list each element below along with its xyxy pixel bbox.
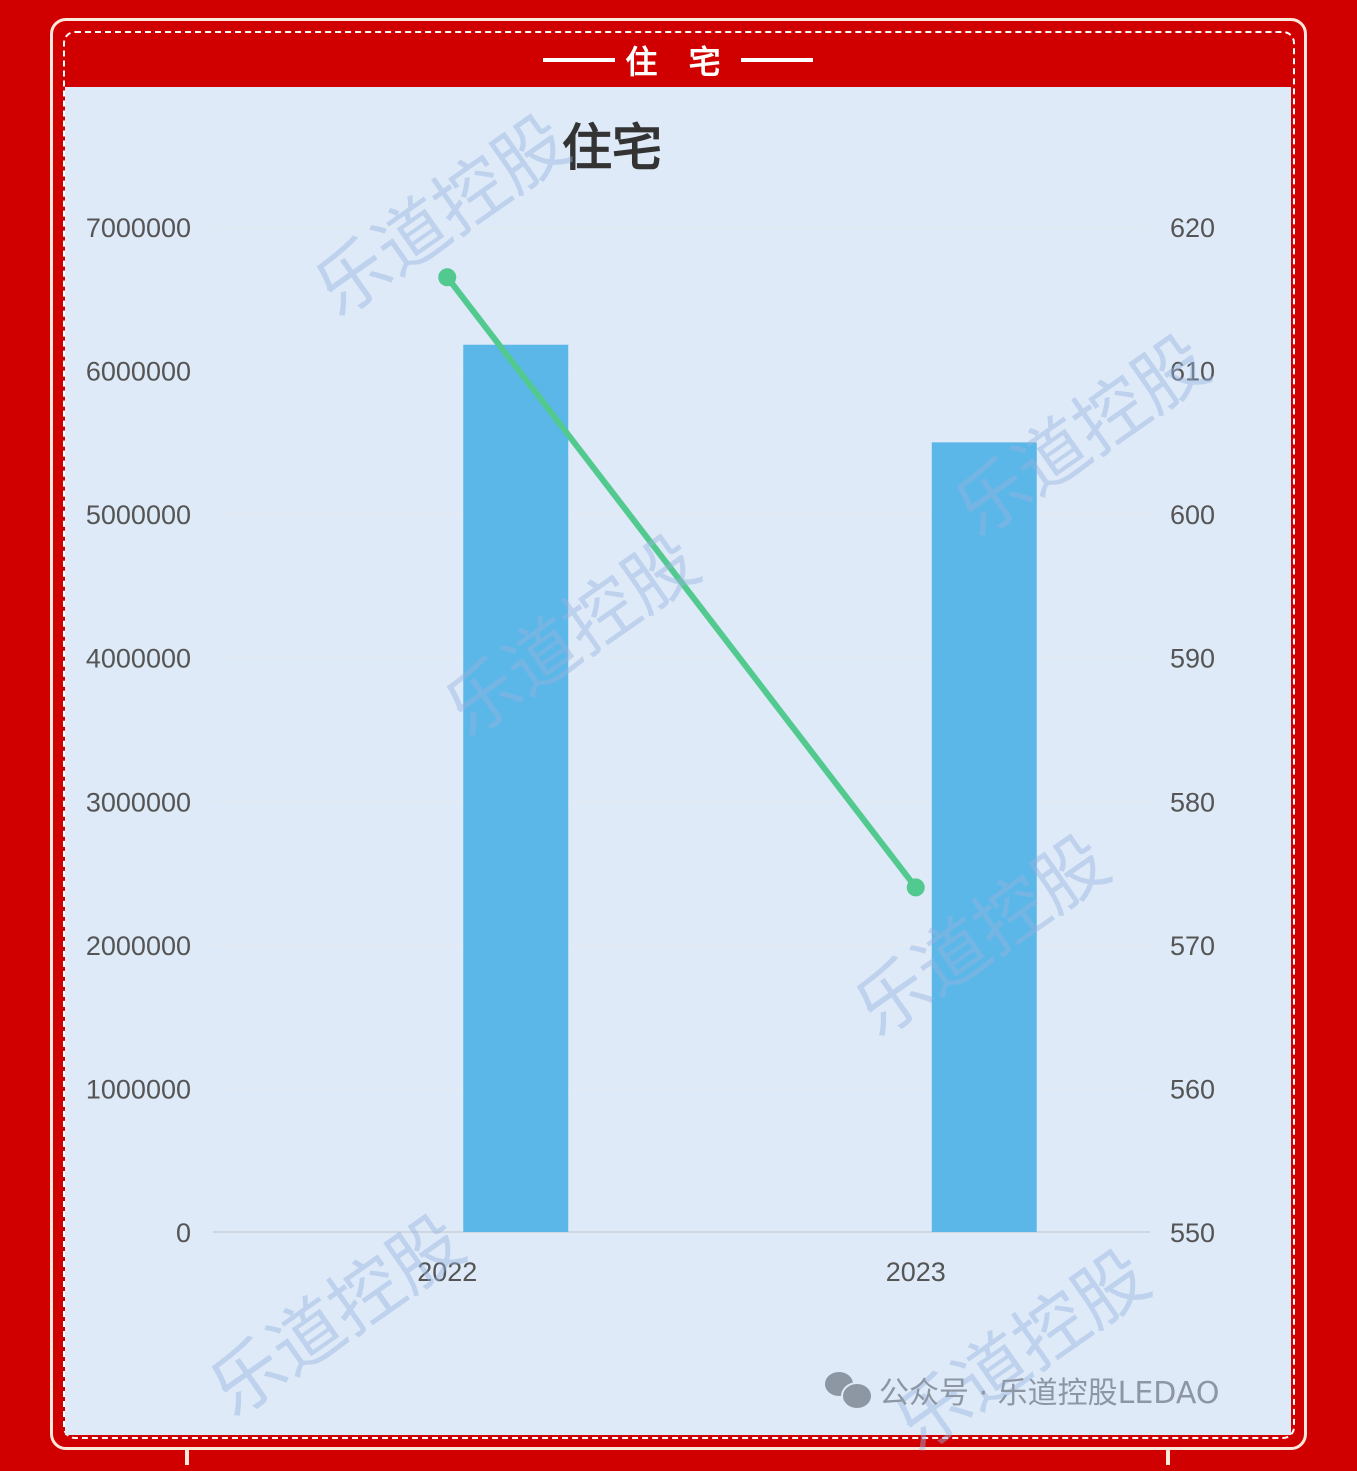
y-left-tick-label: 0: [176, 1218, 191, 1248]
y-right-tick-label: 560: [1170, 1074, 1215, 1104]
footer-credit: 公众号 · 乐道控股LEDAO: [825, 1368, 1219, 1412]
wechat-icon: [825, 1372, 873, 1410]
x-tick-label: 2023: [886, 1257, 946, 1287]
y-right-tick-label: 620: [1170, 213, 1215, 243]
x-tick-label: 2022: [417, 1257, 477, 1287]
chart-title: 住宅: [562, 119, 662, 177]
y-left-tick-label: 5000000: [86, 500, 191, 530]
connector-line: [1166, 1448, 1170, 1465]
y-right-tick-label: 610: [1170, 357, 1215, 387]
outer-frame: [50, 18, 1307, 1450]
line-point-2023: [906, 878, 925, 897]
header-title: 住 宅: [625, 43, 731, 81]
header-dash-right: [740, 58, 813, 62]
y-right-tick-label: 600: [1170, 500, 1215, 530]
y-right-tick-label: 590: [1170, 644, 1215, 674]
y-left-tick-label: 4000000: [86, 644, 191, 674]
y-left-tick-label: 7000000: [86, 213, 191, 243]
y-right-tick-label: 580: [1170, 787, 1215, 817]
section-header: 住 宅: [65, 33, 1291, 87]
dashed-border: [63, 31, 1295, 1439]
y-left-tick-label: 6000000: [86, 357, 191, 387]
line-series: [444, 275, 919, 890]
chart-panel: [65, 87, 1291, 1435]
y-left-tick-label: 2000000: [86, 931, 191, 961]
y-right-tick-label: 570: [1170, 931, 1215, 961]
y-right-tick-label: 550: [1170, 1218, 1215, 1248]
bar-2023: [931, 442, 1037, 1232]
line-point-2022: [438, 268, 457, 287]
y-left-tick-label: 3000000: [86, 787, 191, 817]
y-left-tick-label: 1000000: [86, 1074, 191, 1104]
bar-2022: [463, 344, 569, 1232]
header-dash-left: [543, 58, 616, 62]
footer-text: 公众号 · 乐道控股LEDAO: [879, 1376, 1220, 1411]
connector-line: [185, 1448, 189, 1465]
